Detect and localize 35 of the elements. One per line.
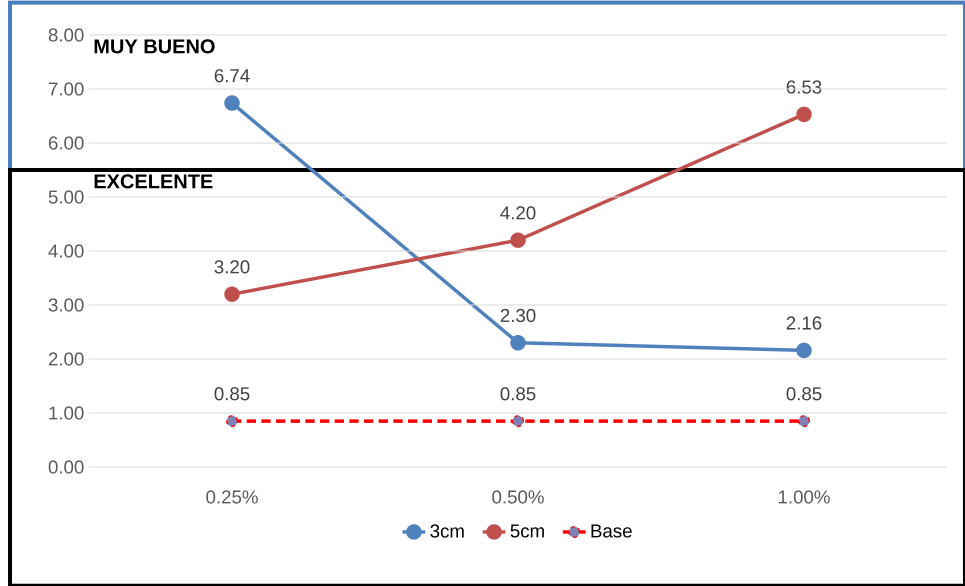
- y-tick-label: 1.00: [49, 406, 84, 420]
- y-tick-label: 5.00: [48, 190, 84, 204]
- y-tick-label: 7.00: [48, 82, 84, 96]
- data-label: 4.20: [500, 206, 536, 220]
- data-label: 2.30: [500, 308, 536, 322]
- y-tick-label: 0.00: [48, 460, 84, 474]
- y-tick-label: 8.00: [48, 28, 84, 42]
- data-label: 0.85: [786, 387, 822, 400]
- point: [512, 415, 524, 428]
- data-label: 2.16: [786, 316, 822, 330]
- point: [224, 95, 240, 111]
- legend-label: Base: [592, 524, 632, 538]
- x-tick-label: 0.25%: [206, 490, 258, 504]
- data-label: 0.85: [214, 387, 250, 400]
- data-label: 0.85: [500, 387, 536, 400]
- point: [510, 335, 526, 351]
- point: [510, 232, 526, 248]
- y-tick-label: 6.00: [48, 136, 84, 150]
- x-tick-label: 1.00%: [778, 490, 830, 504]
- legend-label: 3cm: [430, 524, 464, 538]
- y-tick-label: 4.00: [48, 244, 84, 258]
- point: [796, 342, 812, 358]
- y-tick-label: 3.00: [48, 298, 84, 312]
- legend-label: 5cm: [510, 524, 544, 538]
- point: [796, 106, 812, 122]
- y-tick-label: 2.00: [48, 352, 84, 366]
- data-label: 6.74: [214, 69, 250, 82]
- x-tick-label: 0.50%: [492, 490, 544, 504]
- data-label: 3.20: [214, 260, 250, 274]
- point: [798, 415, 810, 428]
- annotation: EXCELENTE: [94, 174, 212, 188]
- annotation: MUY BUENO: [94, 39, 215, 54]
- point: [226, 415, 238, 428]
- point: [224, 286, 240, 302]
- data-label: 6.53: [786, 80, 822, 94]
